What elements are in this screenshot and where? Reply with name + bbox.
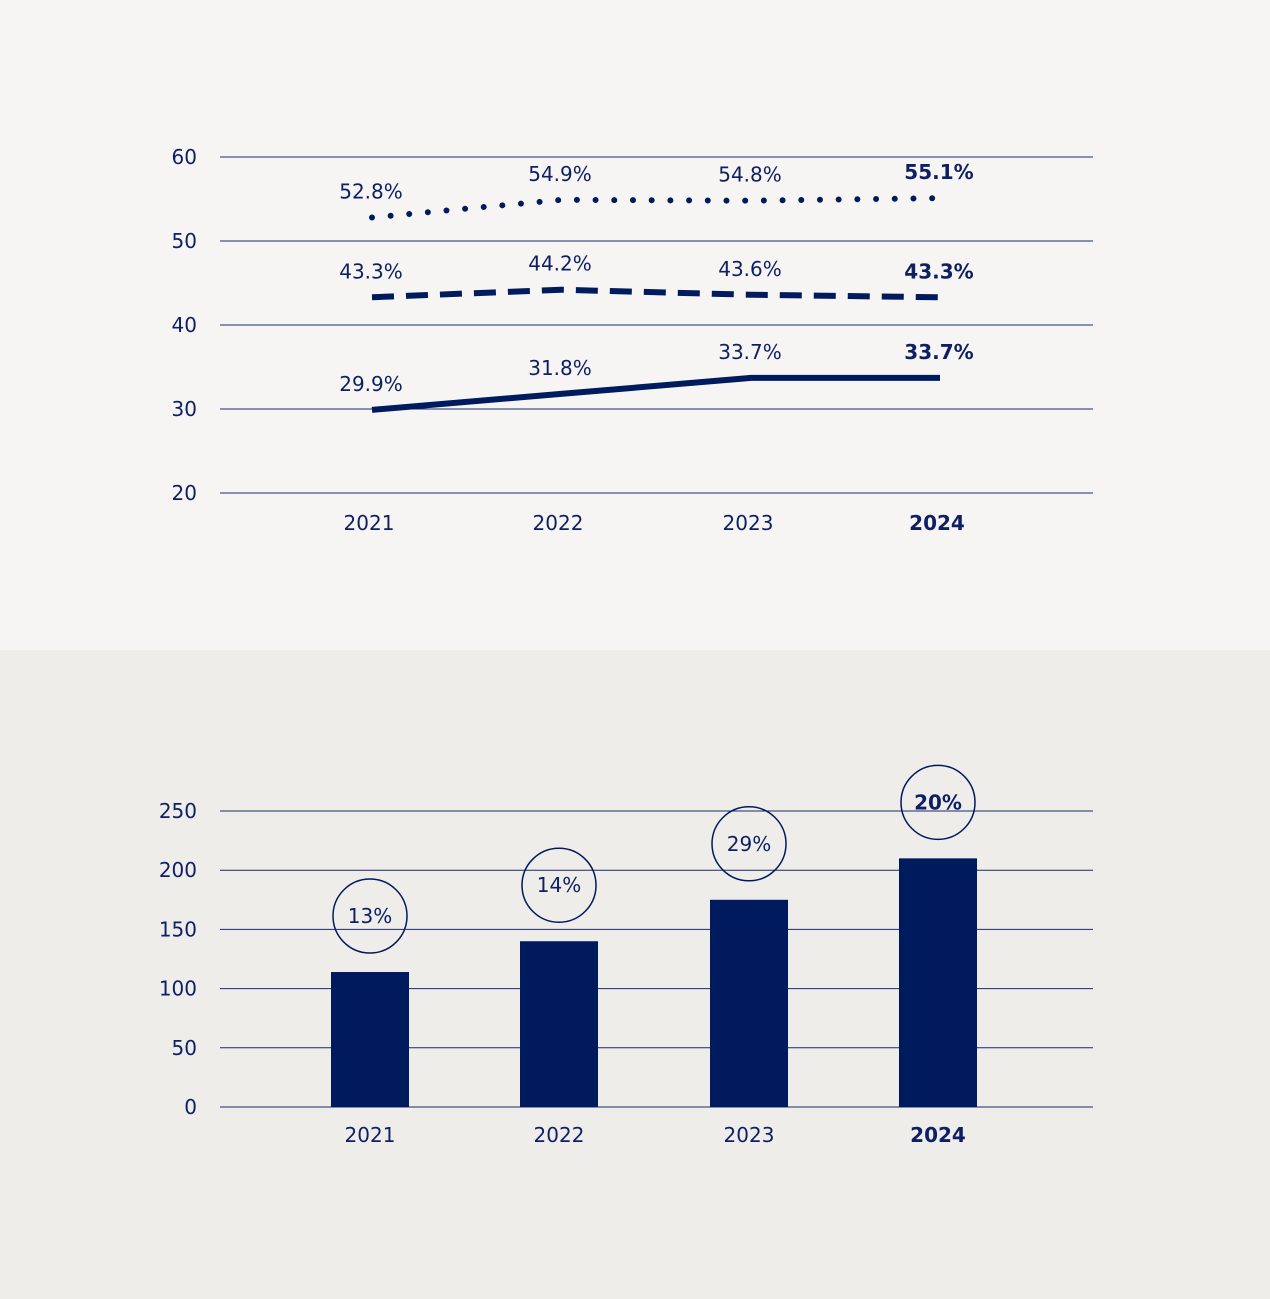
bubble-label: 29% [727,832,771,856]
x-tick-label: 2021 [345,1123,396,1147]
x-tick-label: 2023 [723,511,774,535]
series-line-dotted [369,195,943,221]
y-tick-label: 40 [172,313,197,337]
bubble [711,806,787,882]
bubble [332,878,408,954]
y-tick-label: 250 [159,799,197,823]
bar-chart-panel: 250 200 150 100 50 0 13% 2021 14% 2022 29% 2023 20% 2… [0,650,1270,1299]
y-tick-label: 100 [159,977,197,1001]
bubble-label: 14% [537,873,581,897]
bar [899,858,977,1107]
data-label: 43.3% [904,259,973,283]
data-label: 54.9% [528,162,592,186]
y-tick-label: 60 [172,145,197,169]
bar [331,972,409,1107]
series-line-solid [371,374,940,413]
data-label: 31.8% [528,356,592,380]
x-tick-label: 2024 [910,1123,966,1147]
y-tick-label: 200 [159,858,197,882]
x-tick-label: 2024 [909,511,965,535]
data-label: 43.3% [339,259,403,283]
data-label: 33.7% [718,340,782,364]
x-tick-label: 2022 [534,1123,585,1147]
bubble [521,847,597,923]
series-line-dashed [371,286,941,301]
y-tick-label: 150 [159,917,197,941]
data-label: 52.8% [339,179,403,203]
bar [520,941,598,1107]
data-label: 33.7% [904,340,973,364]
y-tick-label: 30 [172,397,197,421]
bubble-label: 20% [914,790,962,814]
x-tick-label: 2021 [344,511,395,535]
data-label: 55.1% [904,160,973,184]
data-label: 44.2% [528,252,592,276]
line-chart: 60 50 40 30 20 2021 2022 2023 2024 52.8% 54.9% 54.8… [172,145,1093,535]
y-tick-label: 0 [184,1095,197,1119]
y-tick-label: 50 [172,229,197,253]
x-tick-label: 2023 [724,1123,775,1147]
line-chart-panel: 60 50 40 30 20 2021 2022 2023 2024 52.8% 54.9% 54.8… [171,145,1093,535]
bubble-label: 13% [348,904,392,928]
bar-chart: 250 200 150 100 50 0 13% 2021 14% 2022 29% 2023 20% 2… [159,764,1093,1147]
y-tick-label: 50 [172,1036,197,1060]
data-label: 43.6% [718,257,782,281]
y-tick-label: 20 [172,481,197,505]
data-label: 29.9% [339,372,403,396]
bar [710,899,788,1107]
bubble [900,764,976,841]
data-label: 54.8% [718,163,782,187]
x-tick-label: 2022 [533,511,584,535]
